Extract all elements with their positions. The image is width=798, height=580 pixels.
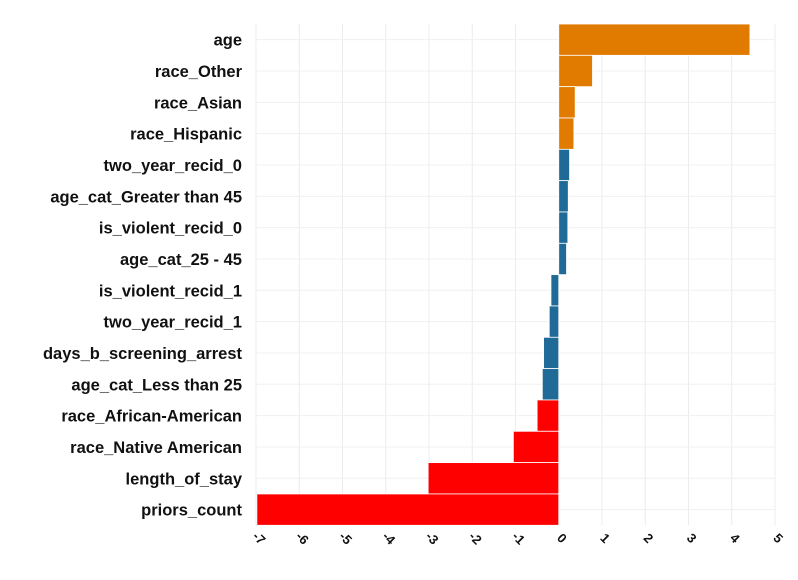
bar-is-violent-recid-0 [558,211,569,244]
y-tick-label: two_year_recid_0 [103,157,242,175]
x-tick-labels: -7 -6 -5 -4 -3 -2 -1 0 1 2 3 4 5 [250,529,786,548]
bar-days-b-screening-arrest [543,336,560,370]
x-tick-label: -3 [423,529,442,548]
y-tick-label: race_African-American [61,408,242,426]
bar-race-asian [558,86,576,119]
bar-race-hispanic [558,117,575,150]
bar-race-other [558,54,593,88]
y-tick-label: race_Asian [154,94,242,112]
x-tick-label: -2 [466,529,485,548]
x-tick-label: -5 [336,529,355,548]
x-tick-label: 5 [770,530,786,546]
x-tick-label: 4 [727,530,743,546]
y-tick-labels: age race_Other race_Asian race_Hispanic two_… [43,32,243,520]
y-tick-label: is_violent_recid_1 [99,282,242,300]
x-tick-label: 3 [684,530,700,546]
y-tick-label: is_violent_recid_0 [99,220,242,238]
y-tick-label: age_cat_25 - 45 [120,251,242,269]
x-tick-label: -4 [380,529,399,548]
x-tick-label: -1 [509,529,528,548]
bar-priors-count [256,493,560,526]
y-tick-label: age_cat_Less than 25 [71,376,242,394]
bar-age-cat-greater-than-45 [558,180,569,213]
y-tick-label: age [214,32,242,50]
x-tick-label: 1 [597,530,613,546]
y-tick-label: priors_count [141,502,242,520]
bar-age-cat-less-than-25 [541,368,560,401]
bar-race-native-american [512,430,560,464]
x-tick-label: 2 [641,530,657,546]
x-tick-label: 0 [554,530,570,546]
y-tick-label: race_Hispanic [130,126,242,144]
y-tick-label: days_b_screening_arrest [43,345,243,363]
bar-two-year-recid-1 [548,305,560,338]
bar-length-of-stay [427,462,560,495]
bar-age-cat-25-45 [558,242,567,276]
x-tick-label: -7 [250,529,269,548]
y-tick-label: two_year_recid_1 [103,314,242,332]
bar-two-year-recid-0 [558,148,570,182]
y-tick-label: length_of_stay [126,470,243,488]
y-tick-label: race_Other [155,63,243,81]
bar-age [558,23,751,56]
y-tick-label: age_cat_Greater than 45 [50,188,242,206]
bar-race-african-american [536,399,560,432]
x-tick-label: -6 [293,529,312,548]
bar-is-violent-recid-1 [550,274,560,307]
y-tick-label: race_Native American [70,439,242,457]
bars [256,23,751,526]
